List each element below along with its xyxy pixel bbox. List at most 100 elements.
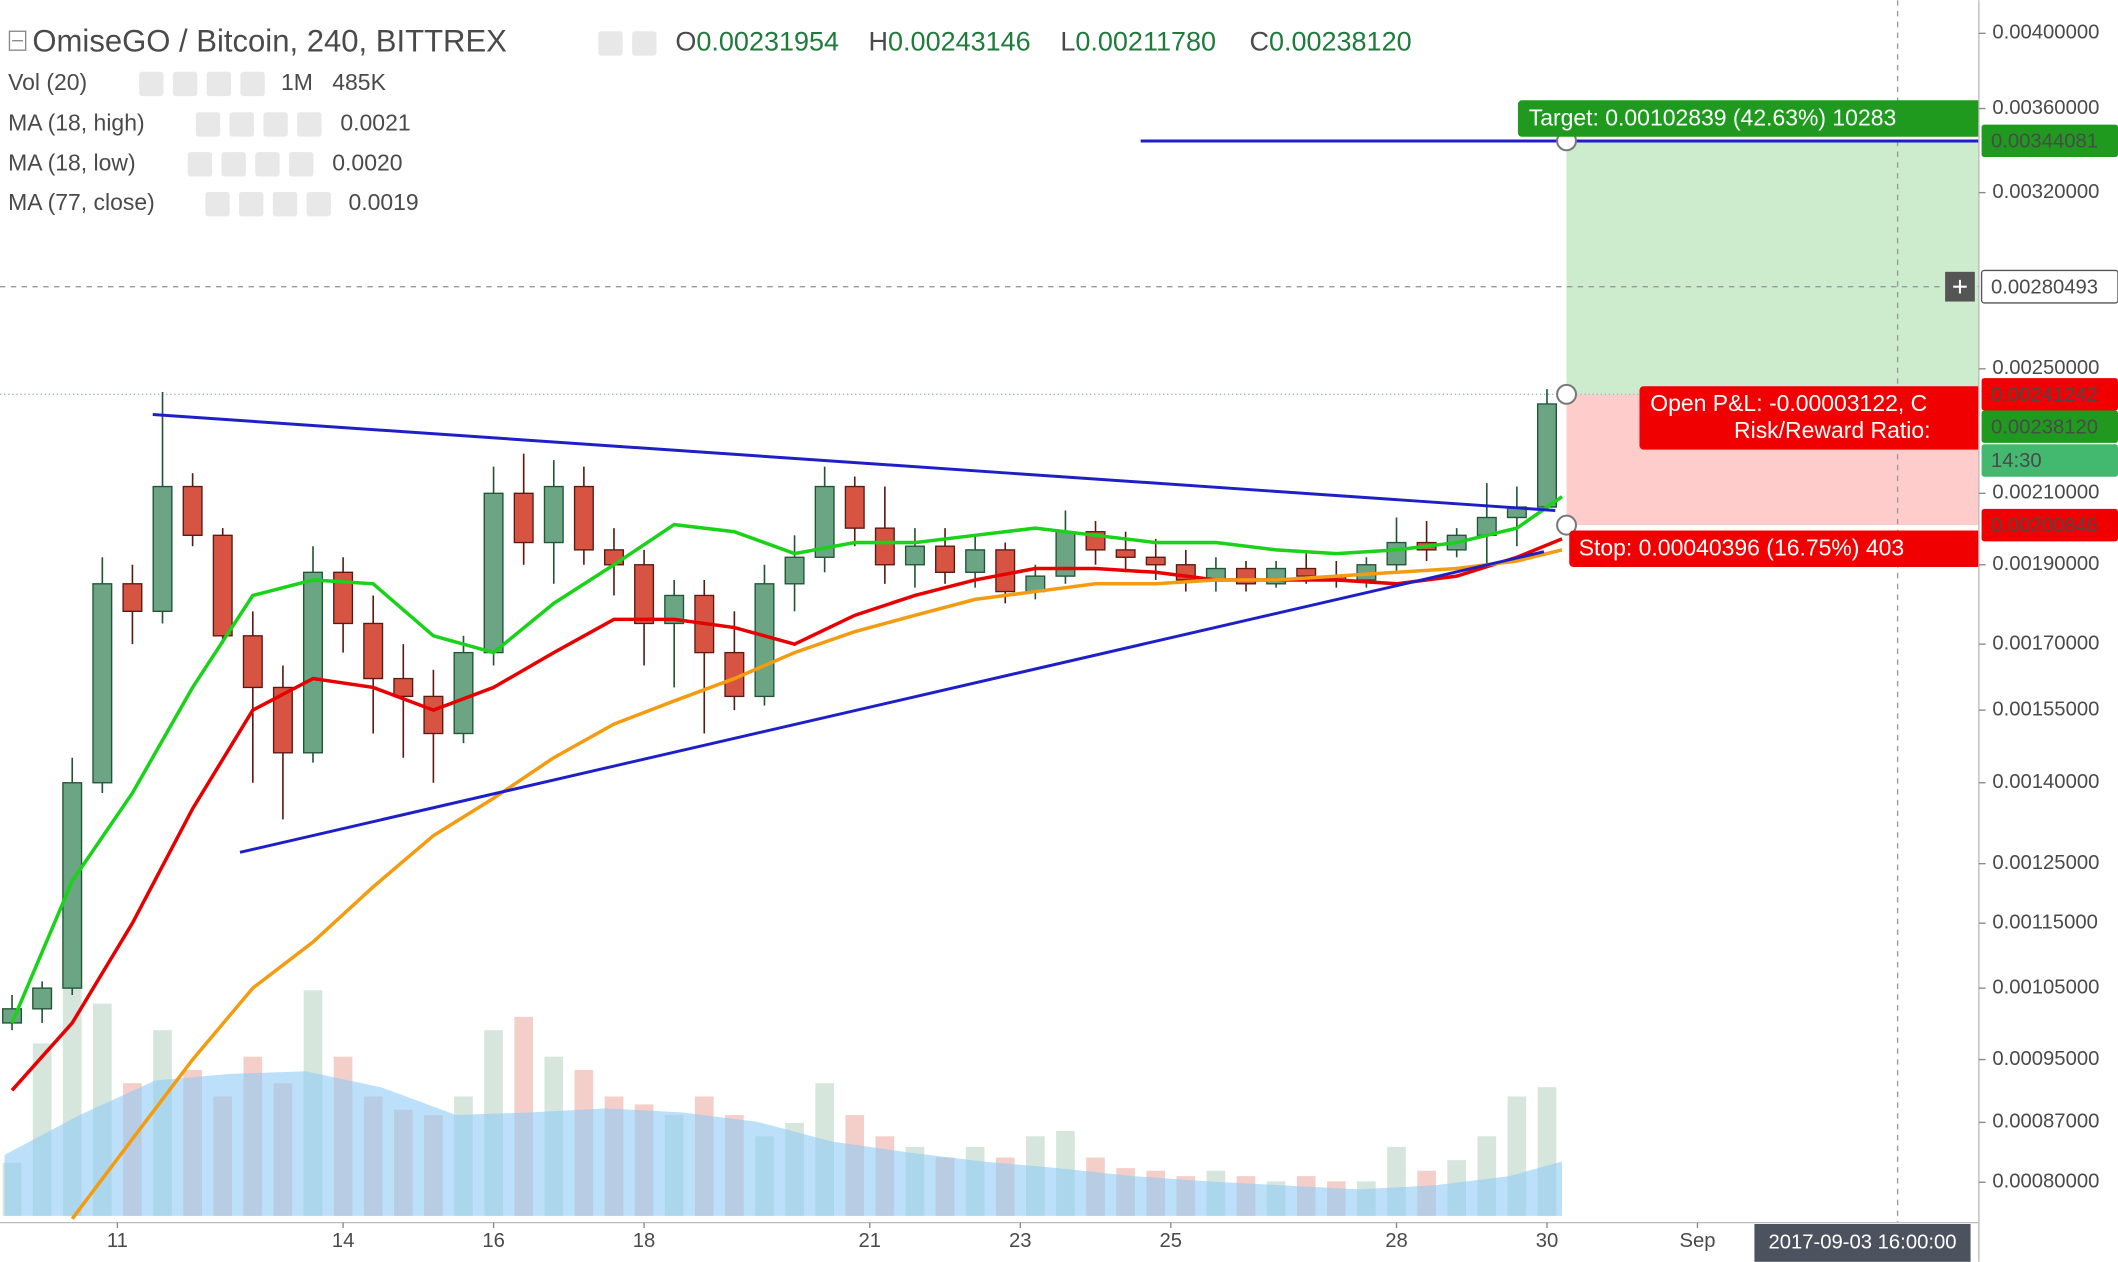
candle-body [363, 622, 384, 680]
legend-icon[interactable] [289, 152, 314, 177]
candle-body [543, 485, 564, 544]
candle-body [182, 485, 203, 536]
ohlc-item: O0.00231954 [675, 27, 839, 57]
ma-legend-value: 0.0019 [348, 189, 418, 215]
countdown-label-box [1981, 444, 2118, 477]
y-tick-label: 0.00400000 [1992, 22, 2099, 44]
y-tick-label: 0.00140000 [1992, 771, 2099, 793]
pnl-box [1639, 386, 1979, 450]
legend-icon[interactable] [263, 112, 288, 137]
legend-icon[interactable] [255, 152, 280, 177]
ma-legend-value: 0.0021 [340, 110, 410, 136]
x-tick-label: 16 [482, 1230, 505, 1252]
ma-legend-value: 0.0020 [332, 149, 402, 175]
candle-body [573, 485, 594, 551]
y-tick-label: 0.00360000 [1992, 97, 2099, 119]
candle-body [634, 564, 655, 625]
candle-body [272, 686, 293, 754]
ohlc-value: 0.00243146 [888, 27, 1031, 57]
ma-line [10, 537, 1563, 1092]
collapse-toggle[interactable] [8, 30, 27, 51]
legend-icon[interactable] [272, 192, 298, 217]
legend-icon[interactable] [239, 192, 264, 217]
candle-body [1145, 556, 1166, 566]
crosshair-price-label-box [1980, 269, 2118, 304]
candle-body [212, 534, 233, 637]
candle-body [1115, 549, 1136, 558]
stop-price-label: 0.00200846 [1991, 515, 2098, 537]
ohlc-item: C0.00238120 [1249, 27, 1411, 57]
legend-icon[interactable] [297, 112, 322, 137]
stop-label: Stop: 0.00040396 (16.75%) 403 [1579, 535, 1904, 561]
x-tick-label: 21 [859, 1230, 882, 1252]
entry-price-label: 0.00241242 [1991, 384, 2098, 406]
stop-label-box [1569, 530, 1979, 567]
legend-icon[interactable] [195, 112, 221, 137]
legend-icon[interactable] [139, 71, 164, 97]
chart-title: OmiseGO / Bitcoin, 240, BITTREX [32, 24, 507, 59]
ma-legend-name: MA (18, high) [8, 110, 145, 136]
ohlc-value: 0.00238120 [1269, 27, 1412, 57]
pnl-label: Open P&L: -0.00003122, C [1650, 390, 1927, 416]
entry-price-label-box [1981, 378, 2118, 411]
x-tick-label: 11 [107, 1230, 128, 1252]
position-handle[interactable] [1556, 383, 1578, 405]
candle-body [303, 571, 324, 754]
candle-body [874, 527, 895, 566]
x-tick-label: 30 [1536, 1230, 1559, 1252]
trendline [152, 413, 1556, 512]
target-label-box [1517, 100, 1979, 137]
legend-icon[interactable] [221, 152, 246, 177]
candle-body [784, 556, 805, 585]
last-price-label: 0.00238120 [1991, 416, 2098, 438]
ohlc-item: H0.00243146 [869, 27, 1031, 57]
legend-icon[interactable] [240, 71, 265, 97]
legend-icon[interactable] [187, 152, 213, 177]
legend: OmiseGO / Bitcoin, 240, BITTREX O0.00231… [8, 24, 1412, 217]
target-price-label-box [1981, 124, 2118, 158]
legend-icon[interactable] [632, 31, 657, 56]
y-tick-label: 0.00125000 [1992, 852, 2099, 874]
candle-body [1536, 403, 1557, 508]
legend-icon[interactable] [172, 71, 198, 97]
risk-reward-label: Risk/Reward Ratio: [1734, 417, 1930, 443]
candle-body [935, 545, 956, 573]
y-tick-label: 0.00250000 [1992, 357, 2099, 379]
candle-body [393, 677, 414, 698]
candle-body [333, 571, 354, 625]
candle-body [32, 987, 53, 1010]
ma-legend-name: MA (77, close) [8, 189, 155, 215]
candle-body [965, 549, 986, 573]
y-tick-label: 0.00095000 [1992, 1048, 2099, 1070]
crosshair-price-label: 0.00280493 [1991, 276, 2098, 298]
volume-legend-value: 485K [332, 69, 386, 95]
y-tick-label: 0.00087000 [1992, 1111, 2099, 1133]
crosshair-date-box [1754, 1223, 1971, 1262]
x-tick-label: Sep [1679, 1230, 1715, 1252]
stop-price-label-box [1981, 508, 2118, 542]
legend-icon[interactable] [206, 71, 231, 97]
candle-body [603, 549, 624, 566]
ma-line [10, 495, 1564, 1024]
candle-body [1296, 567, 1317, 577]
x-tick-label: 25 [1160, 1230, 1183, 1252]
legend-icon[interactable] [229, 112, 254, 137]
target-price-label: 0.00344081 [1991, 131, 2098, 153]
legend-icon[interactable] [205, 192, 230, 217]
x-tick-label: 23 [1009, 1230, 1032, 1252]
candle-body [92, 583, 113, 784]
candle-body [664, 594, 685, 625]
candle-body [513, 492, 534, 544]
x-tick-label: 28 [1385, 1230, 1408, 1252]
volume-legend-name: Vol (20) [8, 69, 87, 95]
y-tick-label: 0.00320000 [1992, 181, 2099, 203]
y-tick-label: 0.00105000 [1992, 976, 2099, 998]
y-tick-label: 0.00080000 [1992, 1171, 2099, 1193]
trendline [239, 550, 1545, 854]
position-handle[interactable] [1556, 514, 1578, 536]
candle-body [423, 695, 444, 735]
legend-icon[interactable] [598, 31, 623, 56]
legend-icon[interactable] [306, 192, 331, 217]
